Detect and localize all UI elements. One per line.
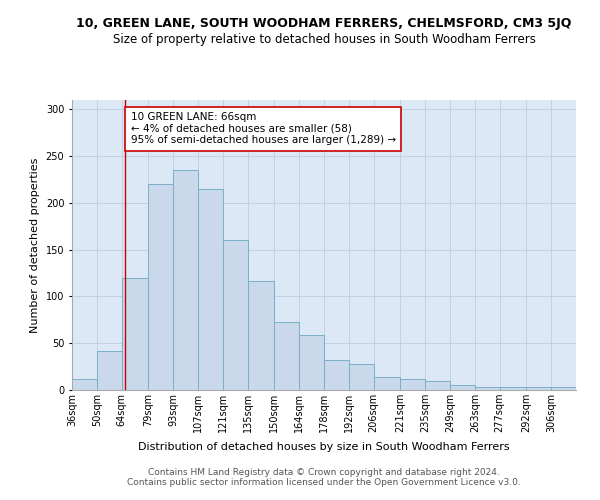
- Bar: [97, 350, 122, 390]
- Bar: [400, 379, 425, 390]
- Text: 10 GREEN LANE: 66sqm
← 4% of detached houses are smaller (58)
95% of semi-detach: 10 GREEN LANE: 66sqm ← 4% of detached ho…: [131, 112, 395, 146]
- Bar: [425, 380, 450, 390]
- Bar: [349, 364, 374, 390]
- Bar: [72, 379, 97, 390]
- Bar: [198, 189, 223, 390]
- Text: Distribution of detached houses by size in South Woodham Ferrers: Distribution of detached houses by size …: [138, 442, 510, 452]
- Bar: [274, 322, 299, 390]
- Bar: [148, 184, 173, 390]
- Bar: [223, 240, 248, 390]
- Text: Contains public sector information licensed under the Open Government Licence v3: Contains public sector information licen…: [127, 478, 521, 487]
- Bar: [122, 278, 148, 390]
- Bar: [500, 387, 526, 390]
- Bar: [248, 280, 274, 390]
- Bar: [374, 377, 400, 390]
- Bar: [299, 335, 324, 390]
- Text: Size of property relative to detached houses in South Woodham Ferrers: Size of property relative to detached ho…: [113, 32, 535, 46]
- Bar: [526, 387, 551, 390]
- Bar: [450, 386, 475, 390]
- Text: 10, GREEN LANE, SOUTH WOODHAM FERRERS, CHELMSFORD, CM3 5JQ: 10, GREEN LANE, SOUTH WOODHAM FERRERS, C…: [76, 18, 572, 30]
- Text: Contains HM Land Registry data © Crown copyright and database right 2024.: Contains HM Land Registry data © Crown c…: [148, 468, 500, 477]
- Bar: [324, 360, 349, 390]
- Y-axis label: Number of detached properties: Number of detached properties: [30, 158, 40, 332]
- Bar: [551, 387, 576, 390]
- Bar: [475, 387, 500, 390]
- Bar: [173, 170, 198, 390]
